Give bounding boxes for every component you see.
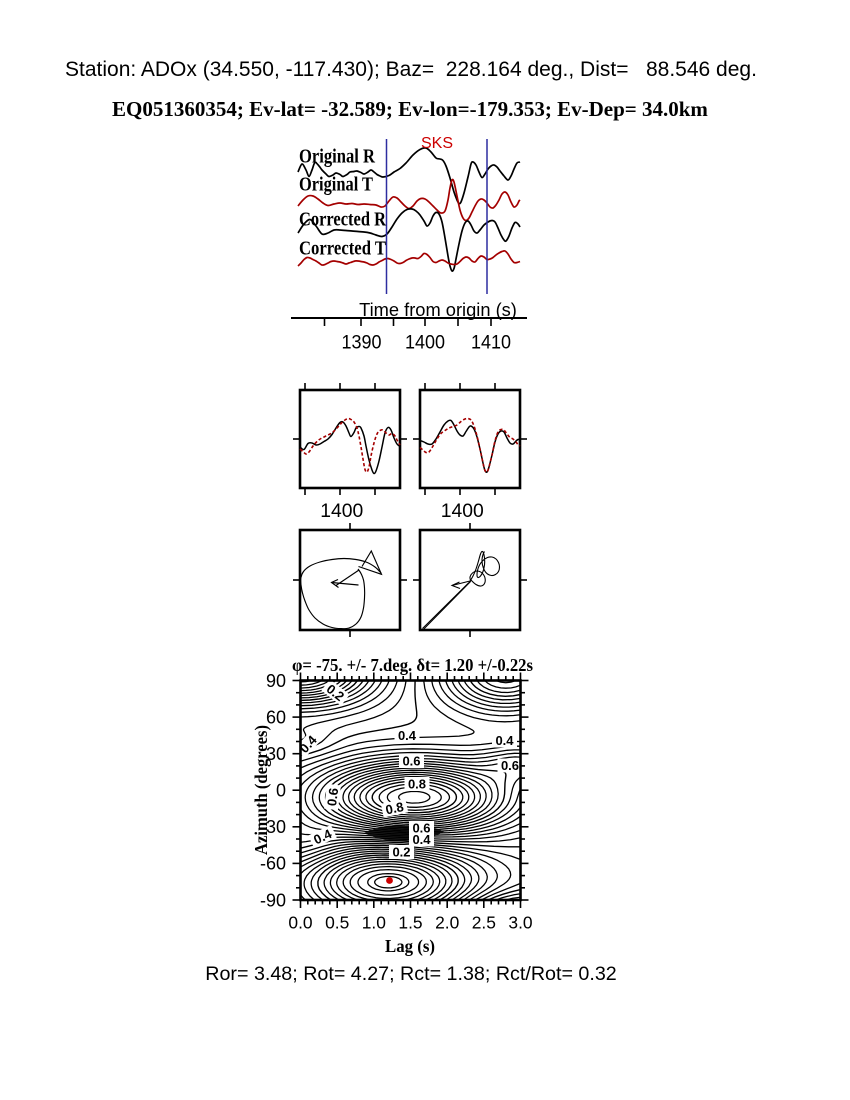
svg-text:Corrected T: Corrected T — [299, 239, 386, 260]
svg-text:Lag (s): Lag (s) — [385, 936, 435, 957]
svg-text:0.6: 0.6 — [412, 821, 430, 836]
svg-text:0.6: 0.6 — [501, 758, 519, 773]
svg-text:1400: 1400 — [405, 333, 445, 354]
svg-text:EQ051360354; Ev-lat= -32.589;: EQ051360354; Ev-lat= -32.589; Ev-lon=-17… — [112, 97, 708, 121]
svg-text:0: 0 — [276, 781, 286, 801]
svg-text:0.4: 0.4 — [311, 826, 334, 848]
svg-text:Station: ADOx (34.550, -117.43: Station: ADOx (34.550, -117.430); Baz= 2… — [65, 58, 757, 81]
svg-text:30: 30 — [266, 744, 286, 764]
svg-text:Time from origin (s): Time from origin (s) — [359, 299, 517, 320]
svg-text:2.5: 2.5 — [472, 913, 496, 933]
svg-text:0.8: 0.8 — [384, 799, 405, 817]
svg-text:0.6: 0.6 — [402, 754, 420, 769]
svg-text:Original R: Original R — [299, 147, 376, 168]
svg-text:0.4: 0.4 — [495, 733, 514, 748]
svg-text:0.0: 0.0 — [288, 913, 312, 933]
svg-text:0.5: 0.5 — [325, 913, 349, 933]
svg-text:Azimuth (degrees): Azimuth (degrees) — [251, 725, 272, 855]
svg-text:Original T: Original T — [299, 175, 373, 196]
svg-text:0.6: 0.6 — [324, 787, 341, 807]
svg-text:φ= -75. +/- 7.deg. δt= 1.20 +/: φ= -75. +/- 7.deg. δt= 1.20 +/-0.22s — [292, 655, 533, 675]
svg-text:1.5: 1.5 — [398, 913, 422, 933]
svg-text:2.0: 2.0 — [435, 913, 459, 933]
svg-text:Corrected R: Corrected R — [299, 210, 387, 231]
svg-text:0.4: 0.4 — [412, 832, 431, 847]
svg-text:0.8: 0.8 — [408, 777, 426, 792]
svg-text:1400: 1400 — [441, 501, 484, 522]
svg-text:-60: -60 — [260, 854, 286, 874]
svg-text:3.0: 3.0 — [508, 913, 532, 933]
svg-text:Ror= 3.48; Rot= 4.27; Rct= 1.3: Ror= 3.48; Rot= 4.27; Rct= 1.38; Rct/Rot… — [205, 963, 617, 985]
svg-text:-90: -90 — [260, 890, 286, 910]
svg-text:1390: 1390 — [342, 333, 382, 354]
svg-text:1.0: 1.0 — [362, 913, 386, 933]
svg-text:1410: 1410 — [471, 333, 511, 354]
svg-text:60: 60 — [266, 707, 286, 727]
svg-text:-30: -30 — [260, 817, 286, 837]
svg-text:0.2: 0.2 — [392, 845, 410, 860]
svg-text:0.4: 0.4 — [398, 728, 417, 743]
svg-text:SKS: SKS — [421, 135, 453, 152]
svg-text:1400: 1400 — [320, 501, 363, 522]
svg-text:90: 90 — [266, 671, 286, 691]
